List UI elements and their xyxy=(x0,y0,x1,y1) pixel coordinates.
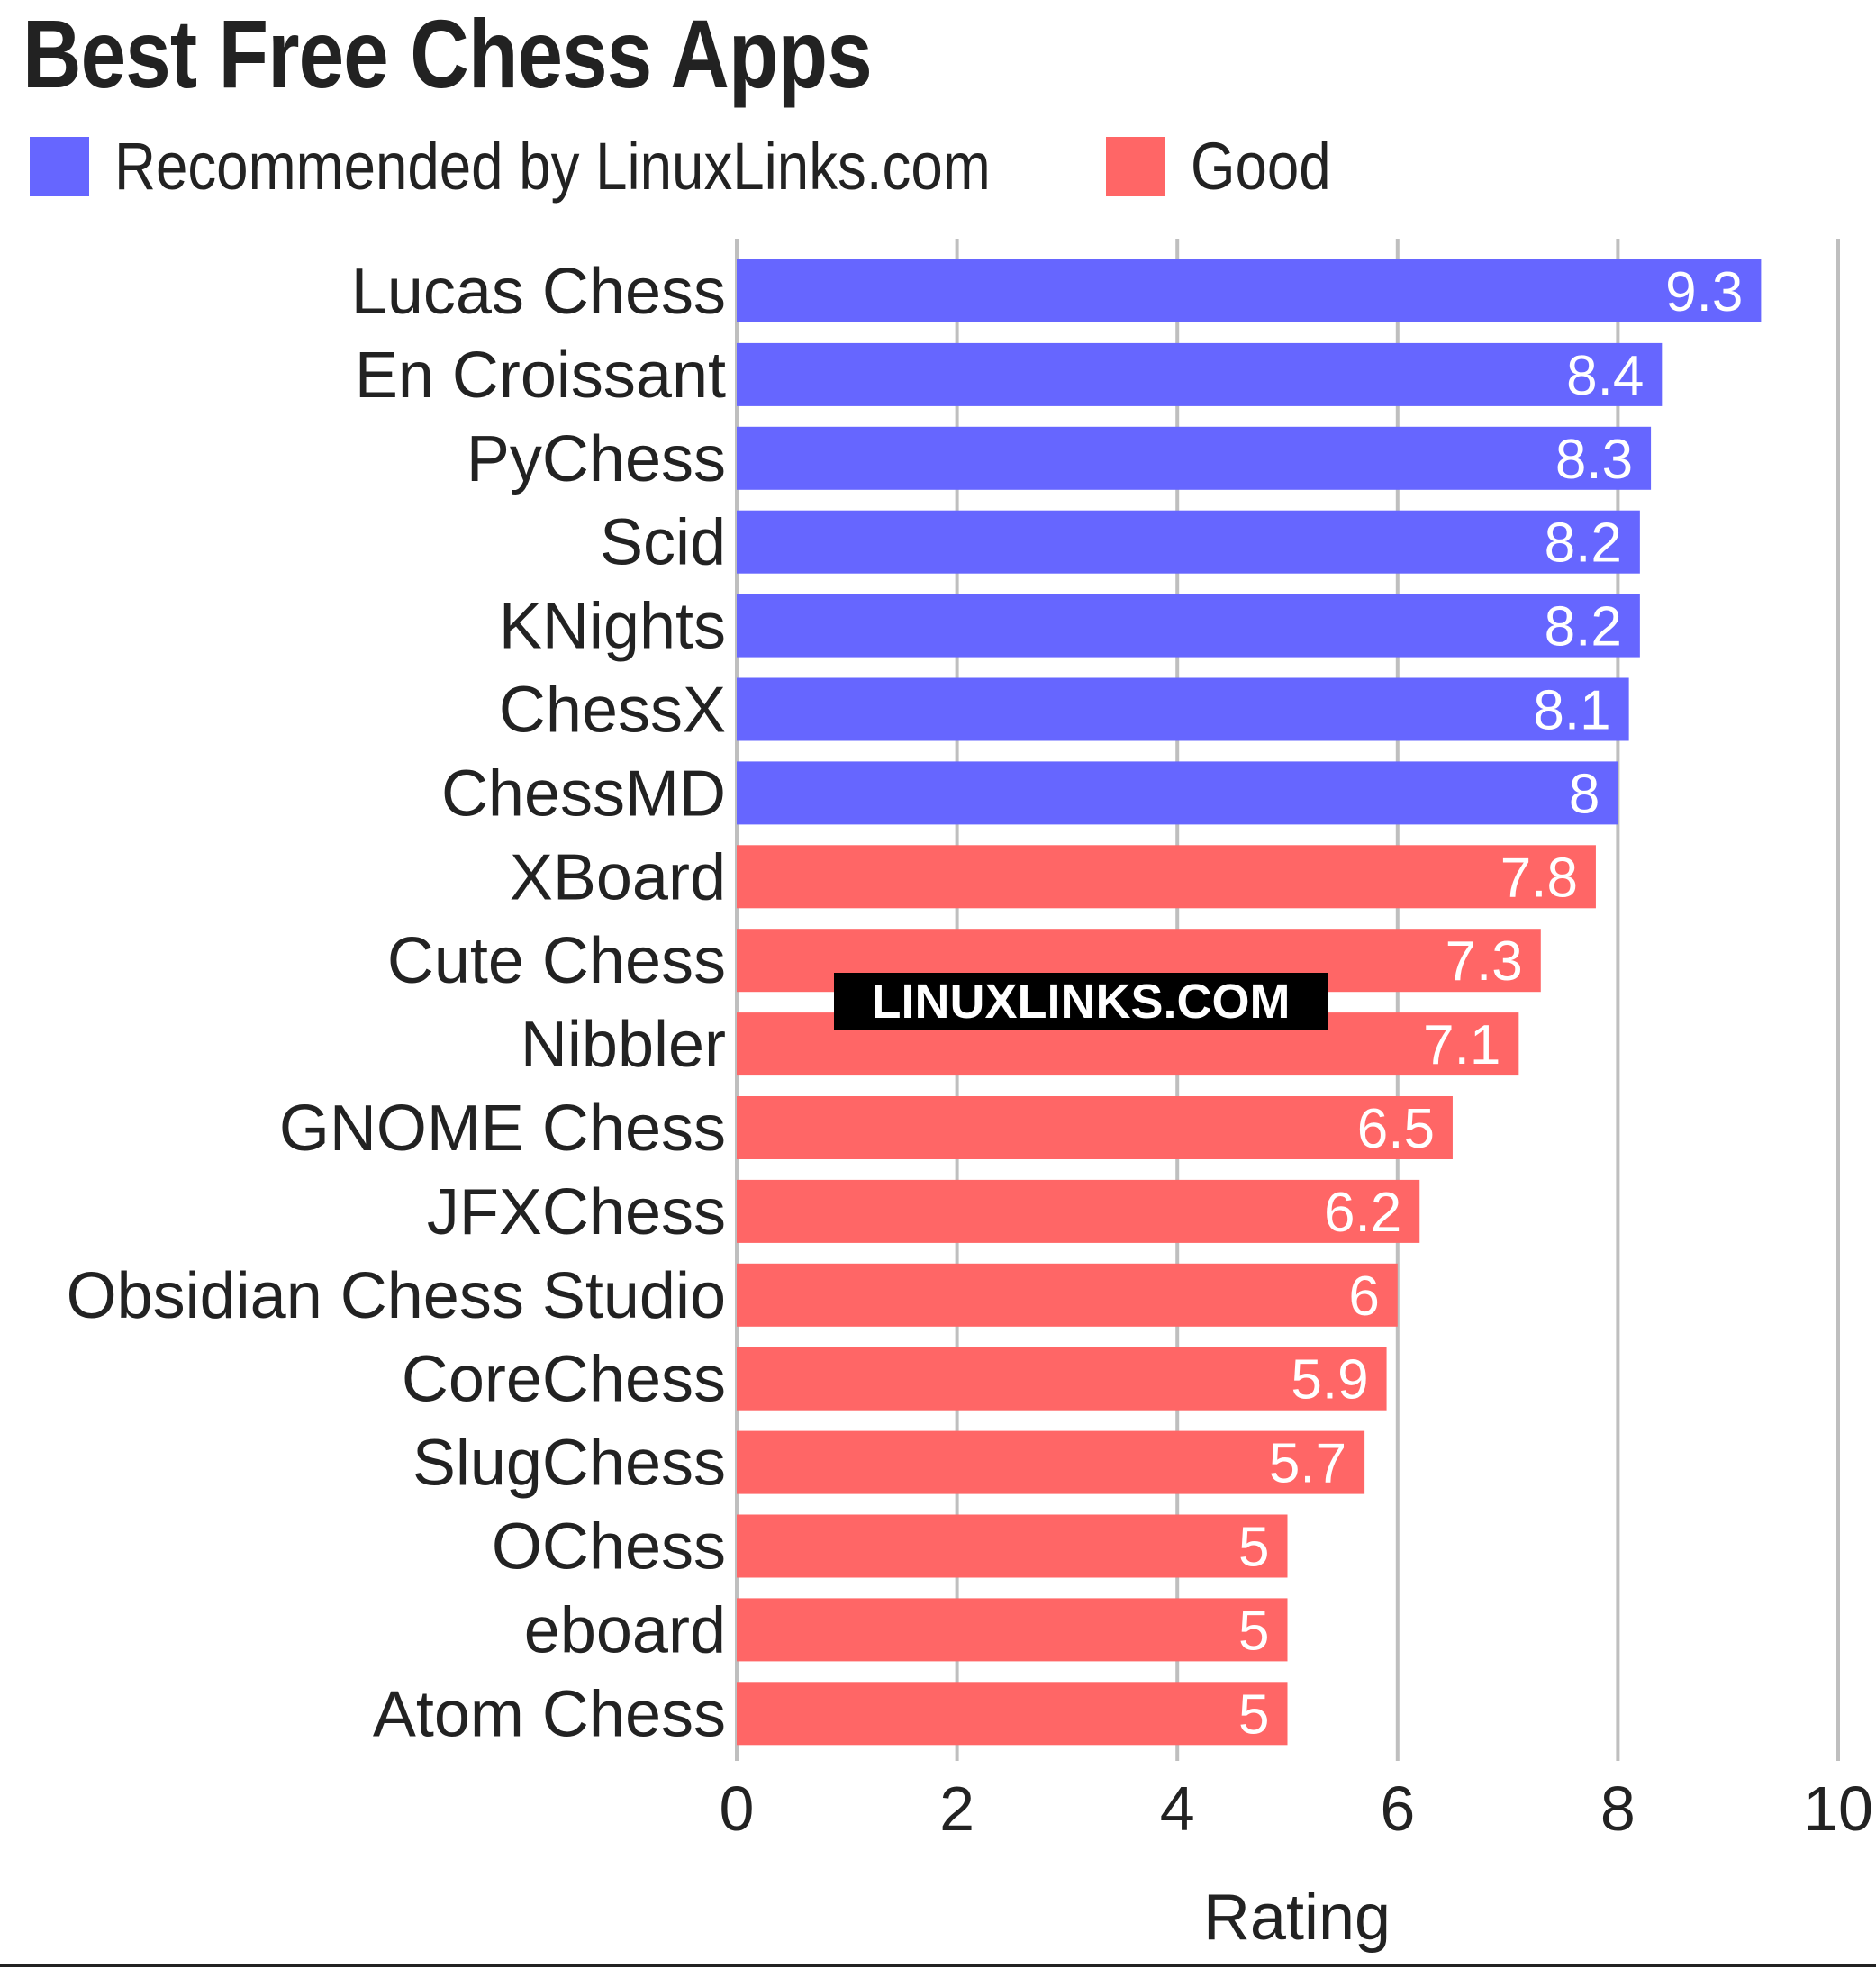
category-label: ChessX xyxy=(499,675,726,747)
category-label: KNights xyxy=(499,591,726,663)
category-label: Cute Chess xyxy=(387,925,726,997)
category-label: Nibbler xyxy=(521,1009,726,1081)
value-label: 7.1 xyxy=(1423,1014,1500,1076)
bar xyxy=(737,1598,1288,1662)
x-tick-label: 0 xyxy=(720,1774,755,1844)
x-tick-label: 10 xyxy=(1803,1774,1873,1844)
legend-label-recommended: Recommended by LinuxLinks.com xyxy=(114,129,991,204)
category-labels: Lucas Chess En Croissant PyChess Scid KNight… xyxy=(67,256,726,1750)
value-label: 8.4 xyxy=(1566,345,1644,407)
bar xyxy=(737,1263,1398,1327)
category-label: SlugChess xyxy=(412,1428,726,1500)
bar xyxy=(737,1430,1365,1494)
category-label: ChessMD xyxy=(441,758,726,830)
category-label: eboard xyxy=(524,1594,726,1666)
bar xyxy=(737,845,1596,909)
x-tick-label: 4 xyxy=(1160,1774,1195,1844)
bar xyxy=(737,761,1618,825)
value-label: 5 xyxy=(1238,1600,1269,1662)
bar xyxy=(737,677,1629,741)
value-label: 8.3 xyxy=(1555,429,1633,491)
x-tick-labels: 0 2 4 6 8 10 xyxy=(720,1774,1873,1844)
bar xyxy=(737,259,1762,322)
value-label: 7.3 xyxy=(1446,930,1523,993)
bar xyxy=(737,426,1652,490)
value-label: 6.2 xyxy=(1324,1182,1401,1244)
bar xyxy=(737,1096,1453,1159)
legend-swatch-good xyxy=(1106,137,1166,196)
value-label: 5.9 xyxy=(1291,1349,1368,1411)
watermark-text: LINUXLINKS.COM xyxy=(872,975,1291,1029)
value-label: 8 xyxy=(1569,763,1600,825)
value-label: 8.2 xyxy=(1545,513,1622,575)
value-labels: 9.3 8.4 8.3 8.2 8.2 8.1 8 7.8 7.3 7.1 6.5 6.2 6 5.9 5.… xyxy=(1238,261,1743,1746)
legend-swatch-recommended xyxy=(30,137,89,196)
bar xyxy=(737,1682,1288,1746)
chart-title: Best Free Chess Apps xyxy=(23,0,873,108)
value-label: 8.2 xyxy=(1545,596,1622,658)
value-label: 7.8 xyxy=(1500,847,1578,909)
category-label: Atom Chess xyxy=(373,1678,726,1750)
bottom-rule xyxy=(0,1964,1876,1967)
chart-legend: Recommended by LinuxLinks.com Good xyxy=(30,126,1399,207)
category-label: OChess xyxy=(492,1511,726,1583)
category-label: Scid xyxy=(600,507,726,579)
value-label: 6.5 xyxy=(1357,1098,1435,1160)
legend-item-good: Good xyxy=(1106,126,1354,207)
category-label: XBoard xyxy=(510,841,726,913)
value-label: 5 xyxy=(1238,1517,1269,1579)
x-tick-label: 2 xyxy=(939,1774,974,1844)
bar xyxy=(737,510,1640,574)
category-label: En Croissant xyxy=(355,340,726,412)
legend-item-recommended: Recommended by LinuxLinks.com xyxy=(30,126,1061,207)
value-label: 5 xyxy=(1238,1683,1269,1746)
value-label: 9.3 xyxy=(1665,261,1743,323)
value-label: 5.7 xyxy=(1269,1433,1346,1495)
category-label: Lucas Chess xyxy=(351,256,726,328)
category-label: CoreChess xyxy=(402,1344,726,1416)
category-label: GNOME Chess xyxy=(279,1093,726,1165)
bar xyxy=(737,594,1640,658)
x-tick-label: 6 xyxy=(1380,1774,1415,1844)
bar xyxy=(737,342,1663,406)
legend-label-good: Good xyxy=(1191,129,1331,204)
bar xyxy=(737,1179,1420,1243)
bar xyxy=(737,1514,1288,1578)
bar xyxy=(737,1347,1387,1411)
value-label: 8.1 xyxy=(1533,680,1610,742)
category-label: PyChess xyxy=(467,423,726,495)
category-label: JFXChess xyxy=(427,1176,726,1248)
category-label: Obsidian Chess Studio xyxy=(67,1260,726,1332)
x-tick-label: 8 xyxy=(1600,1774,1636,1844)
watermark: LINUXLINKS.COM xyxy=(834,973,1328,1030)
value-label: 6 xyxy=(1348,1266,1379,1328)
x-axis-label: Rating xyxy=(1203,1882,1391,1954)
watermark-background xyxy=(834,973,1328,1030)
